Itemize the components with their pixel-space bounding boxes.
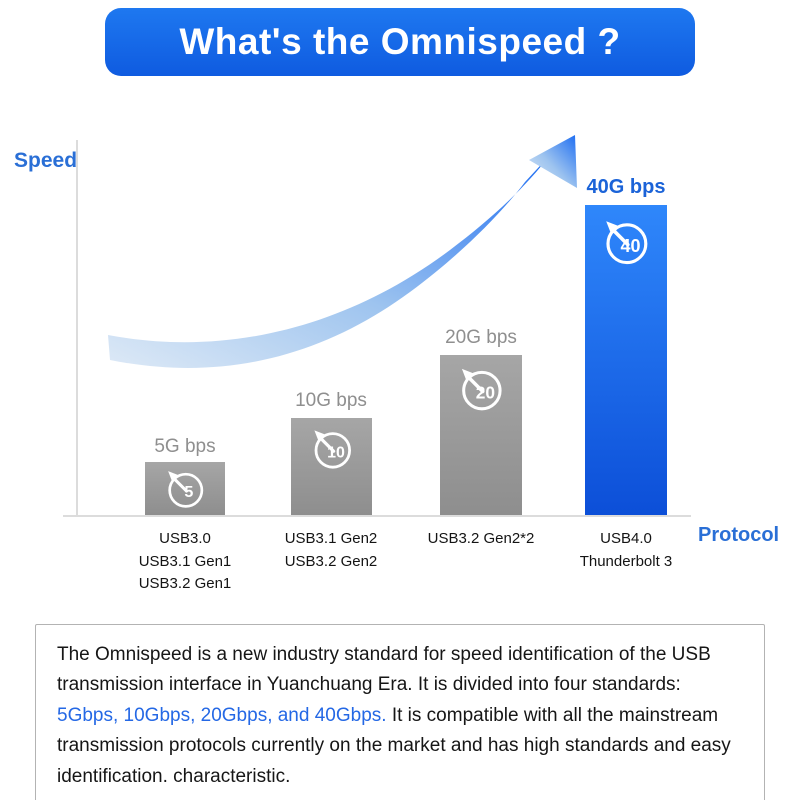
- protocol-line: USB3.1 Gen1: [138, 552, 232, 570]
- protocol-line: USB3.0: [159, 530, 211, 547]
- protocol-line: USB3.2 Gen2: [284, 552, 378, 570]
- y-axis-label: Speed: [14, 149, 78, 172]
- speedometer-icon-40: 40: [606, 221, 648, 265]
- speedometer-icon-20: 20: [461, 368, 502, 411]
- page-title: What's the Omnispeed ?: [179, 21, 621, 62]
- gauge-number: 10: [327, 445, 345, 462]
- protocol-line: USB3.1 Gen2: [284, 530, 378, 547]
- bar-value-label-40g: 40G bps: [586, 176, 666, 198]
- speedometer-icon-10: 10: [313, 430, 351, 469]
- bar-usb3-5gbps: 5: [145, 462, 225, 515]
- bar-usb31-10gbps: 10: [291, 418, 372, 515]
- protocol-line: Thunderbolt 3: [579, 552, 673, 570]
- x-axis-label: Protocol: [698, 524, 780, 546]
- gauge-number: 5: [184, 483, 193, 501]
- protocol-line: USB3.2 Gen2*2: [427, 530, 535, 547]
- bar-usb32-20gbps: 20: [440, 355, 522, 515]
- description-box: The Omnispeed is a new industry standard…: [35, 624, 765, 800]
- bar-value-label-5g: 5G bps: [154, 436, 216, 457]
- y-axis-line: [76, 140, 78, 517]
- protocol-label-usb4: USB4.0 Thunderbolt 3: [541, 528, 711, 573]
- gauge-number: 20: [476, 382, 495, 402]
- bar-value-label-10g: 10G bps: [295, 390, 367, 411]
- speedometer-icon-5: 5: [168, 471, 204, 508]
- gauge-number: 40: [620, 236, 640, 256]
- protocol-line: USB3.2 Gen1: [138, 575, 232, 592]
- protocol-label-usb32gen2x2: USB3.2 Gen2*2: [396, 528, 566, 551]
- bar-usb4-40gbps: 40: [585, 205, 667, 515]
- bar-value-label-20g: 20G bps: [445, 327, 517, 348]
- protocol-label-usb31gen2: USB3.1 Gen2 USB3.2 Gen2: [246, 528, 416, 573]
- description-text-before: The Omnispeed is a new industry standard…: [57, 644, 711, 696]
- growth-arrow-icon: [108, 135, 577, 368]
- header-banner: What's the Omnispeed ?: [105, 8, 695, 76]
- x-axis-line: [63, 515, 691, 517]
- protocol-label-usb3: USB3.0 USB3.1 Gen1 USB3.2 Gen1: [100, 528, 270, 596]
- protocol-line: USB4.0: [600, 530, 652, 547]
- description-text-after: It is compatible with all the mainstream…: [57, 704, 731, 787]
- description-text-highlight: 5Gbps, 10Gbps, 20Gbps, and 40Gbps.: [57, 704, 387, 726]
